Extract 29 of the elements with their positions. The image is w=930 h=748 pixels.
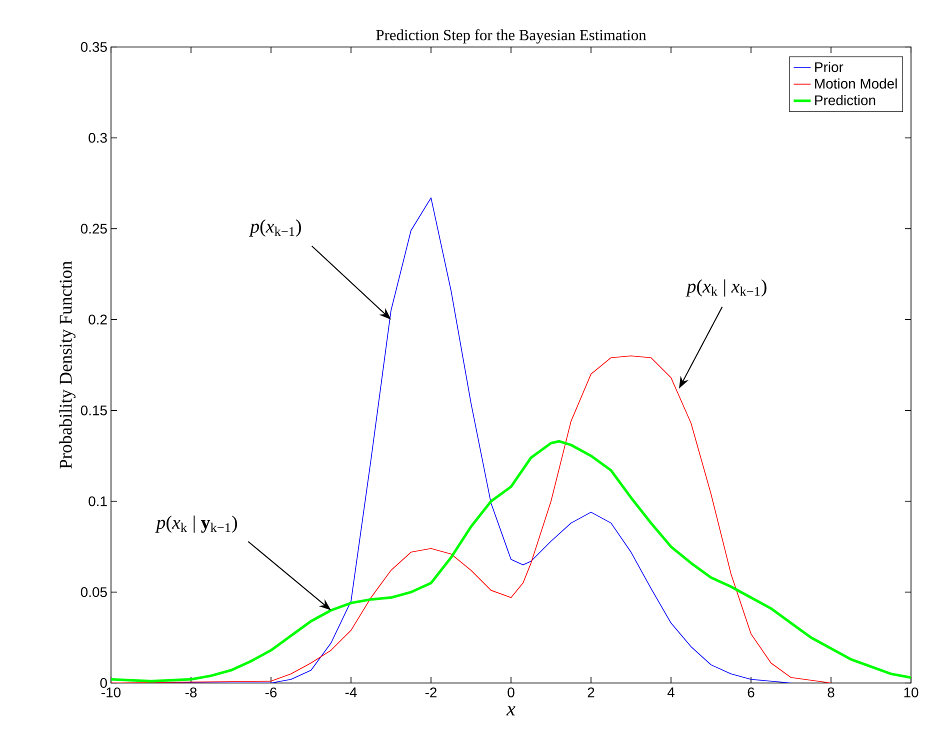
- x-tick-label: -6: [265, 687, 277, 698]
- y-tick-label: 0: [100, 678, 107, 688]
- legend-label: Motion Model: [815, 78, 897, 89]
- legend-label: Prediction: [815, 94, 876, 106]
- x-tick-label: 6: [748, 687, 754, 698]
- y-tick-label: 0.15: [80, 405, 107, 416]
- x-tick-label: 8: [828, 687, 834, 698]
- y-tick-label: 0.25: [80, 224, 107, 234]
- line-series: [111, 356, 832, 683]
- y-tick-label: 0.35: [80, 42, 107, 52]
- x-tick-label: 10: [904, 687, 918, 698]
- y-tick-label: 0.3: [88, 132, 107, 143]
- chart-title: Prediction Step for the Bayesian Estimation: [376, 29, 646, 44]
- annotation: p(x$_{k}$ | x$_{k−1}$): [686, 279, 766, 297]
- y-tick-label: 0.05: [80, 587, 107, 598]
- x-tick-label: -4: [345, 688, 357, 698]
- y-axis-title: Probability Density Function: [59, 261, 76, 469]
- x-tick-label: -10: [102, 687, 121, 698]
- x-tick-label: 0: [508, 687, 514, 698]
- y-tick-label: 0.2: [88, 314, 107, 324]
- annotation: p(x$_{k}$ | y$_{k−1}$): [155, 516, 237, 533]
- x-tick-label: 4: [667, 688, 674, 698]
- x-tick-label: 2: [588, 687, 594, 698]
- y-tick-label: 0.1: [88, 496, 107, 506]
- annotation: p(x$_{k−1}$): [249, 219, 301, 237]
- x-axis-title: x: [506, 706, 516, 716]
- x-tick-label: -8: [185, 687, 197, 698]
- x-tick-label: -2: [425, 687, 437, 698]
- legend-label: Prior: [815, 62, 844, 72]
